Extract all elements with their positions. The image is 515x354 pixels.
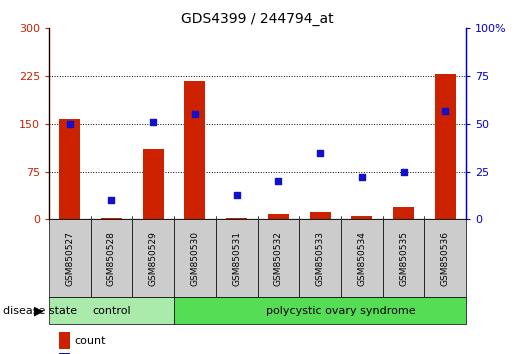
Bar [383,219,424,297]
Text: GSM850536: GSM850536 [441,231,450,286]
Text: control: control [92,306,131,316]
Point [316,150,324,155]
Bar [258,219,299,297]
Point [107,198,115,203]
Point [441,108,449,113]
Text: GSM850534: GSM850534 [357,231,366,286]
Bar [132,219,174,297]
Point [191,112,199,117]
Text: GSM850528: GSM850528 [107,231,116,286]
Text: GSM850535: GSM850535 [399,231,408,286]
Text: ▶: ▶ [34,304,44,317]
Bar [268,215,289,219]
Text: GSM850527: GSM850527 [65,231,74,286]
Text: GSM850531: GSM850531 [232,231,241,286]
Text: polycystic ovary syndrome: polycystic ovary syndrome [266,306,416,316]
Bar [299,219,341,297]
Text: GSM850532: GSM850532 [274,231,283,286]
Point [65,121,74,127]
Bar [59,353,70,354]
Bar [393,207,414,219]
Text: GSM850533: GSM850533 [316,231,324,286]
Text: GSM850530: GSM850530 [191,231,199,286]
Bar [351,216,372,219]
Bar [143,149,164,219]
Bar [59,119,80,219]
Bar [174,297,466,324]
Point [357,175,366,180]
Bar [49,219,91,297]
Text: GSM850529: GSM850529 [149,231,158,286]
Title: GDS4399 / 244794_at: GDS4399 / 244794_at [181,12,334,26]
Bar [310,212,331,219]
Bar [91,219,132,297]
Bar [101,218,122,219]
Text: disease state: disease state [3,306,77,316]
Bar [174,219,216,297]
Bar [226,218,247,219]
Bar [49,297,174,324]
Point [274,178,282,184]
Point [149,119,157,125]
Point [232,192,241,198]
Bar [341,219,383,297]
Text: count: count [75,336,106,346]
Bar [424,219,466,297]
Point [399,169,407,175]
Bar [59,332,70,349]
Bar [435,74,456,219]
Bar [184,81,205,219]
Bar [216,219,258,297]
